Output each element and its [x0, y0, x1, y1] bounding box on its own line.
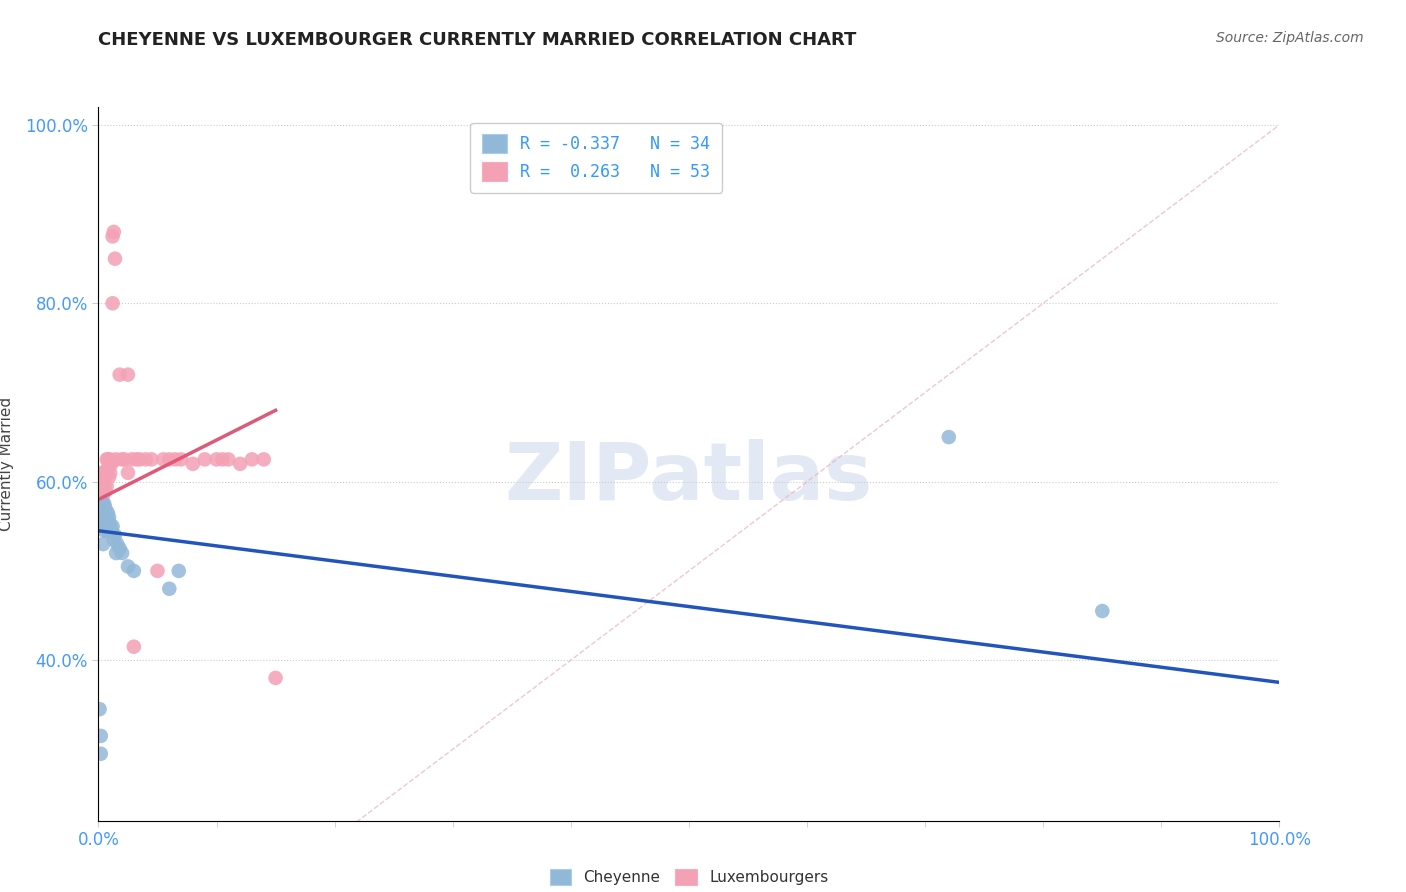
- Point: [94, 470, 117, 484]
- Point: [96, 479, 118, 493]
- Point: [135, 452, 157, 467]
- Point: [112, 452, 135, 467]
- Point: [157, 582, 180, 596]
- Point: [89, 702, 111, 716]
- Point: [111, 546, 134, 560]
- Point: [122, 640, 145, 654]
- Point: [121, 452, 143, 467]
- Point: [98, 452, 121, 467]
- Point: [98, 515, 121, 529]
- Point: [100, 524, 122, 538]
- Point: [98, 510, 121, 524]
- Point: [117, 466, 139, 480]
- Point: [101, 519, 124, 533]
- Point: [101, 229, 124, 244]
- Point: [125, 452, 148, 467]
- Point: [141, 452, 163, 467]
- Point: [181, 457, 204, 471]
- Point: [93, 479, 115, 493]
- Point: [100, 457, 122, 471]
- Point: [94, 483, 117, 498]
- Point: [98, 470, 121, 484]
- Point: [90, 747, 112, 761]
- Point: [104, 528, 127, 542]
- Point: [96, 452, 118, 467]
- Text: CHEYENNE VS LUXEMBOURGER CURRENTLY MARRIED CORRELATION CHART: CHEYENNE VS LUXEMBOURGER CURRENTLY MARRI…: [98, 31, 856, 49]
- Point: [93, 466, 115, 480]
- Point: [1091, 604, 1114, 618]
- Point: [90, 729, 112, 743]
- Point: [229, 457, 252, 471]
- Point: [91, 510, 114, 524]
- Point: [152, 452, 174, 467]
- Point: [128, 452, 150, 467]
- Text: ZIPatlas: ZIPatlas: [505, 439, 873, 517]
- Point: [105, 546, 128, 560]
- Point: [108, 541, 131, 556]
- Point: [111, 452, 134, 467]
- Point: [122, 564, 145, 578]
- Point: [90, 475, 112, 489]
- Point: [93, 524, 115, 538]
- Point: [96, 524, 118, 538]
- Point: [93, 515, 115, 529]
- Point: [157, 452, 180, 467]
- Point: [194, 452, 217, 467]
- Point: [98, 519, 121, 533]
- Point: [104, 252, 127, 266]
- Point: [108, 368, 131, 382]
- Point: [97, 506, 120, 520]
- Point: [217, 452, 239, 467]
- Point: [97, 515, 120, 529]
- Point: [96, 515, 118, 529]
- Text: Source: ZipAtlas.com: Source: ZipAtlas.com: [1216, 31, 1364, 45]
- Point: [91, 515, 114, 529]
- Point: [89, 479, 111, 493]
- Point: [938, 430, 960, 444]
- Point: [98, 457, 121, 471]
- Point: [117, 368, 139, 382]
- Point: [93, 497, 115, 511]
- Point: [98, 524, 121, 538]
- Point: [91, 537, 114, 551]
- Point: [165, 452, 187, 467]
- Point: [264, 671, 287, 685]
- Point: [91, 515, 114, 529]
- Point: [94, 510, 117, 524]
- Y-axis label: Currently Married: Currently Married: [0, 397, 14, 531]
- Point: [211, 452, 233, 467]
- Point: [97, 461, 120, 475]
- Point: [97, 452, 120, 467]
- Point: [91, 475, 114, 489]
- Point: [103, 533, 125, 547]
- Point: [105, 537, 128, 551]
- Point: [146, 564, 169, 578]
- Point: [96, 466, 118, 480]
- Point: [91, 466, 114, 480]
- Point: [105, 452, 128, 467]
- Point: [91, 483, 114, 498]
- Point: [103, 225, 125, 239]
- Point: [253, 452, 276, 467]
- Point: [94, 501, 117, 516]
- Legend: Cheyenne, Luxembourgers: Cheyenne, Luxembourgers: [544, 863, 834, 891]
- Point: [117, 559, 139, 574]
- Point: [205, 452, 228, 467]
- Point: [170, 452, 193, 467]
- Point: [101, 296, 124, 310]
- Point: [90, 492, 112, 507]
- Point: [94, 466, 117, 480]
- Point: [240, 452, 263, 467]
- Point: [91, 497, 114, 511]
- Point: [98, 466, 121, 480]
- Point: [91, 488, 114, 502]
- Point: [167, 564, 190, 578]
